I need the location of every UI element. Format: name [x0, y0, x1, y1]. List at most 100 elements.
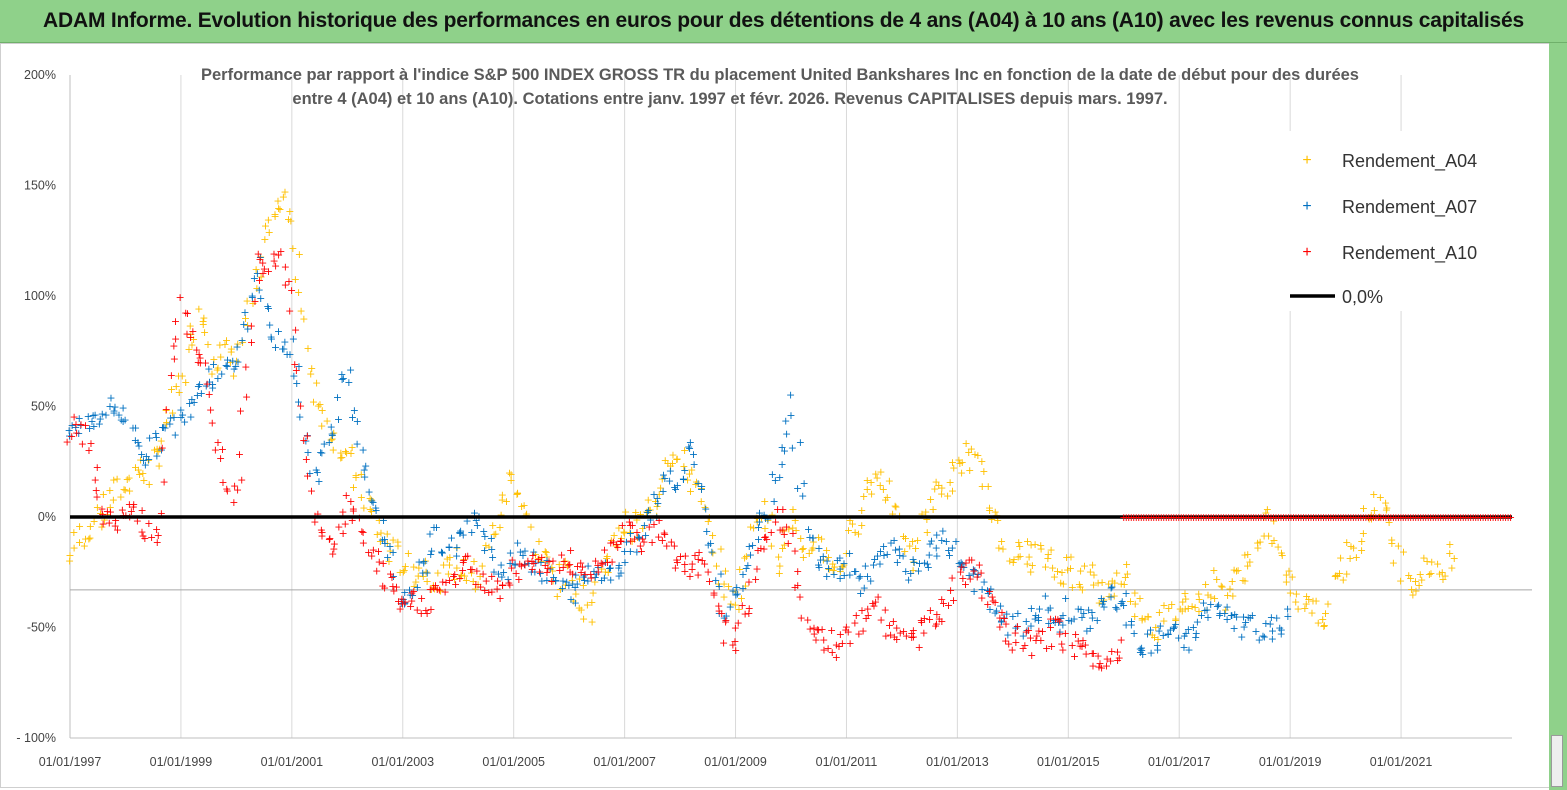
data-point: + [681, 550, 690, 563]
data-point: + [1009, 553, 1018, 566]
data-point: + [1132, 511, 1141, 524]
data-point: + [827, 624, 836, 637]
data-point: + [208, 417, 217, 430]
data-point: + [625, 515, 634, 528]
data-point: + [670, 481, 679, 494]
data-point: + [367, 494, 376, 507]
data-point: + [744, 607, 753, 620]
data-point: + [374, 545, 383, 558]
data-point: + [388, 580, 397, 593]
data-point: + [1282, 575, 1291, 588]
data-point: + [693, 569, 702, 582]
data-point: + [67, 430, 76, 443]
data-point: + [798, 543, 807, 556]
data-point: + [688, 558, 697, 571]
data-point: + [546, 563, 555, 576]
data-point: + [1404, 569, 1413, 582]
data-point: + [423, 607, 432, 620]
data-point: + [1407, 583, 1416, 596]
data-point: + [755, 507, 764, 520]
data-point: + [632, 514, 641, 527]
data-point: + [1227, 609, 1236, 622]
data-point: + [445, 574, 454, 587]
data-point: + [668, 457, 677, 470]
data-point: + [294, 396, 303, 409]
data-point: + [639, 535, 648, 548]
data-point: + [958, 558, 967, 571]
data-point: + [160, 421, 169, 434]
data-point: + [671, 561, 680, 574]
data-point: + [573, 578, 582, 591]
data-point: + [255, 283, 264, 296]
data-point: + [919, 627, 928, 640]
data-point: + [1268, 632, 1277, 645]
data-point: + [636, 540, 645, 553]
data-point: + [133, 436, 142, 449]
data-point: + [1071, 628, 1080, 641]
data-point: + [969, 568, 978, 581]
data-point: + [907, 627, 916, 640]
data-point: + [157, 435, 166, 448]
data-point: + [303, 429, 312, 442]
data-point: + [834, 640, 843, 653]
data-point: + [217, 367, 226, 380]
data-point: + [1159, 599, 1168, 612]
data-point: + [1094, 576, 1103, 589]
data-point: + [555, 564, 564, 577]
data-point: + [1120, 578, 1129, 591]
data-point: + [961, 578, 970, 591]
data-point: + [322, 414, 331, 427]
data-point: + [160, 476, 169, 489]
data-point: + [1426, 567, 1435, 580]
data-point: + [1227, 609, 1236, 622]
data-point: + [892, 621, 901, 634]
data-point: + [1354, 511, 1363, 524]
data-point: + [1434, 511, 1443, 524]
data-point: + [386, 545, 395, 558]
data-point: + [869, 600, 878, 613]
data-point: + [1044, 604, 1053, 617]
data-point: + [1104, 577, 1113, 590]
x-tick-label: 01/01/2019 [1259, 755, 1322, 769]
data-point: + [1357, 544, 1366, 557]
data-point: + [1078, 634, 1087, 647]
data-point: + [158, 442, 167, 455]
data-point: + [686, 485, 695, 498]
data-point: + [460, 569, 469, 582]
data-point: + [985, 603, 994, 616]
data-point: + [1151, 621, 1160, 634]
data-point: + [850, 565, 859, 578]
data-point: + [587, 616, 596, 629]
data-point: + [211, 443, 220, 456]
data-point: + [1146, 623, 1155, 636]
data-point: + [195, 378, 204, 391]
data-point: + [1320, 619, 1329, 632]
data-point: + [279, 190, 288, 203]
data-point: + [653, 492, 662, 505]
data-point: + [1195, 593, 1204, 606]
data-point: + [373, 528, 382, 541]
x-tick-label: 01/01/2005 [482, 755, 545, 769]
data-point: + [257, 271, 266, 284]
data-point: + [1399, 511, 1408, 524]
data-point: + [1031, 612, 1040, 625]
data-point: + [1037, 543, 1046, 556]
data-point: + [194, 348, 203, 361]
data-point: + [410, 580, 419, 593]
data-point: + [709, 589, 718, 602]
data-point: + [78, 437, 87, 450]
data-point: + [932, 618, 941, 631]
data-point: + [1181, 592, 1190, 605]
data-point: + [407, 595, 416, 608]
data-point: + [1144, 611, 1153, 624]
data-point: + [299, 434, 308, 447]
data-point: + [487, 532, 496, 545]
data-point: + [1068, 581, 1077, 594]
data-point: + [1284, 564, 1293, 577]
data-point: + [511, 559, 520, 572]
data-point: + [760, 509, 769, 522]
data-point: + [1318, 613, 1327, 626]
data-point: + [144, 454, 153, 467]
data-point: + [1180, 587, 1189, 600]
data-point: + [1202, 511, 1211, 524]
